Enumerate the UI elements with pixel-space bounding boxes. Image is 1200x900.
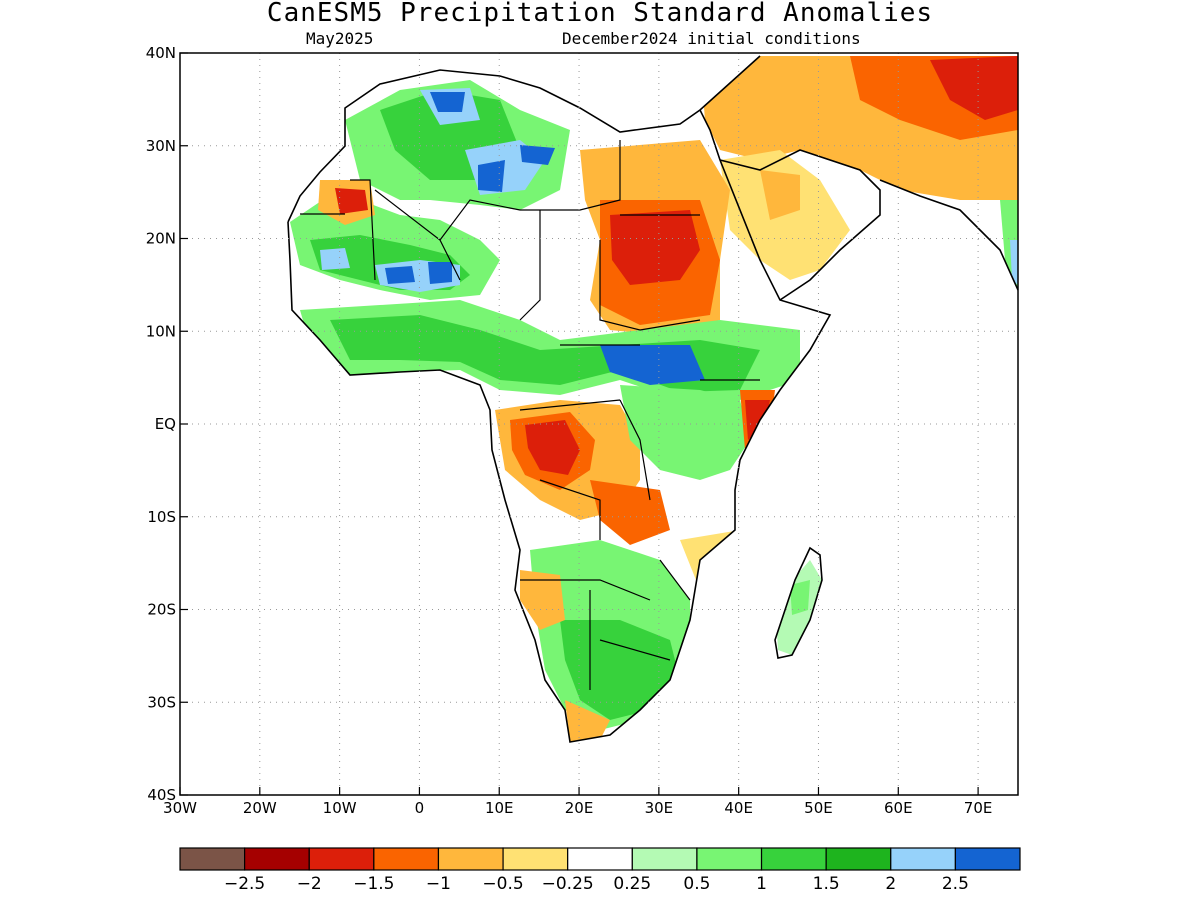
map-title: CanESM5 Precipitation Standard Anomalies (266, 0, 934, 28)
country-borders (300, 140, 760, 690)
madagascar-coastline (774, 546, 823, 659)
x-tick-label: 50E (804, 799, 833, 817)
x-tick-label: 70E (964, 799, 993, 817)
colorbar-swatch (760, 847, 827, 871)
x-tick-label: 30W (163, 799, 197, 817)
y-tick-label: 10S (147, 508, 176, 526)
colorbar-label: −1.5 (353, 874, 394, 894)
x-tick-label: 20W (243, 799, 277, 817)
y-tick-label: 30S (147, 693, 176, 711)
colorbar-swatch (890, 847, 956, 871)
x-tick-label: 40E (724, 799, 753, 817)
colorbar-swatch (954, 847, 1021, 871)
colorbar-label: −0.25 (542, 874, 594, 894)
y-tick-label: 30N (146, 137, 176, 155)
colorbar-label: 0.25 (613, 874, 651, 894)
africa-coastline (287, 55, 832, 743)
initial-conditions-label: December2024 initial conditions (562, 29, 861, 48)
y-tick-label: EQ (155, 415, 176, 433)
latitude-axis: 40N 30N 20N 10N EQ 10S 20S 30S 40S (146, 44, 188, 804)
y-tick-label: 20S (147, 601, 176, 619)
y-tick-label: 20N (146, 230, 176, 248)
x-tick-label: 20E (565, 799, 594, 817)
anomaly-field (288, 56, 1018, 742)
colorbar-label: −1 (426, 874, 451, 894)
colorbar-swatch (308, 847, 375, 871)
x-tick-label: 10E (485, 799, 514, 817)
x-tick-label: 30E (645, 799, 674, 817)
forecast-month: May2025 (306, 29, 374, 48)
colorbar-swatch (825, 847, 892, 871)
y-tick-label: 40S (147, 786, 176, 804)
colorbar-label: 2 (885, 874, 896, 894)
x-tick-label: 10W (323, 799, 357, 817)
colorbar-swatch (567, 847, 633, 871)
y-tick-label: 40N (146, 44, 176, 62)
colorbar-swatch (502, 847, 569, 871)
colorbar-label: 1 (756, 874, 767, 894)
arabia-coastline (719, 149, 1019, 301)
colorbar-swatch (437, 847, 504, 871)
colorbar-swatch (244, 847, 310, 871)
colorbar-label: 0.5 (683, 874, 710, 894)
colorbar-label: −2.5 (224, 874, 265, 894)
longitude-axis: 30W 20W 10W 0 10E 20E 30E 40E 50E 60E 70E (163, 787, 992, 817)
y-tick-label: 10N (146, 322, 176, 340)
x-tick-label: 60E (884, 799, 913, 817)
colorbar-label: 2.5 (942, 874, 969, 894)
colorbar-swatch (696, 847, 763, 871)
colorbar-label: −2 (297, 874, 322, 894)
colorbar-label: 1.5 (813, 874, 840, 894)
colorbar: −2.5 −2 −1.5 −1 −0.5 −0.25 0.25 0.5 1 1.5 2 2.5 (179, 847, 1021, 894)
colorbar-swatch (179, 847, 246, 871)
colorbar-label: −0.5 (482, 874, 523, 894)
x-tick-label: 0 (415, 799, 425, 817)
colorbar-swatch (631, 847, 698, 871)
colorbar-swatch (373, 847, 440, 871)
